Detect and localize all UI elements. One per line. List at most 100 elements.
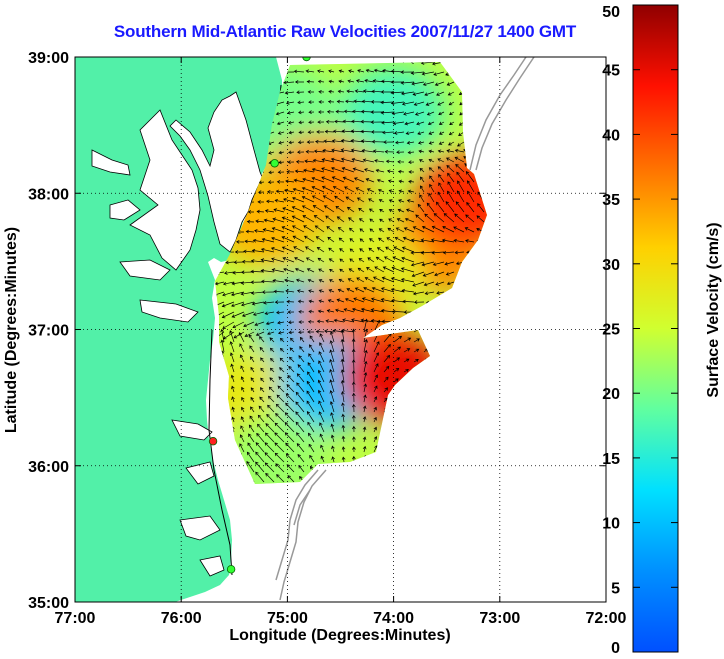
velocity-vector bbox=[363, 383, 368, 393]
velocity-vector bbox=[476, 215, 485, 223]
bathymetry-contours bbox=[275, 57, 535, 601]
velocity-vector bbox=[338, 278, 345, 283]
velocity-vector bbox=[250, 366, 255, 373]
velocity-vector bbox=[438, 121, 445, 125]
velocity-vector bbox=[311, 167, 325, 173]
velocity-vector bbox=[327, 299, 335, 303]
velocity-vector bbox=[365, 178, 375, 183]
velocity-vector bbox=[288, 330, 295, 335]
velocity-vector bbox=[351, 370, 356, 383]
velocity-vector bbox=[401, 256, 415, 263]
velocity-vector bbox=[265, 423, 275, 433]
velocity-vector bbox=[331, 166, 345, 173]
velocity-vector bbox=[387, 179, 395, 183]
velocity-vector bbox=[366, 188, 375, 193]
velocity-vector bbox=[353, 99, 365, 104]
velocity-vector bbox=[317, 79, 325, 84]
velocity-vector bbox=[232, 321, 245, 329]
velocity-vector bbox=[410, 71, 425, 75]
velocity-vector bbox=[330, 434, 335, 443]
velocity-vector bbox=[345, 196, 355, 203]
velocity-vector bbox=[318, 289, 325, 293]
velocity-vector bbox=[328, 69, 335, 74]
velocity-vector bbox=[261, 237, 275, 243]
velocity-vector bbox=[221, 311, 235, 319]
velocity-vector bbox=[277, 330, 285, 335]
velocity-vector bbox=[397, 159, 405, 164]
velocity-vector bbox=[239, 443, 245, 453]
velocity-vector bbox=[297, 100, 305, 105]
velocity-vector bbox=[354, 287, 365, 293]
velocity-vector bbox=[319, 333, 325, 343]
velocity-vector bbox=[403, 111, 415, 116]
velocity-vector bbox=[325, 119, 335, 124]
velocity-vector bbox=[288, 320, 295, 325]
velocity-vector bbox=[250, 406, 255, 413]
velocity-vector bbox=[246, 461, 255, 473]
velocity-vector bbox=[233, 260, 245, 265]
velocity-vector bbox=[243, 249, 255, 254]
velocity-vector bbox=[247, 442, 255, 453]
velocity-vector bbox=[383, 376, 389, 383]
velocity-vector bbox=[306, 400, 315, 413]
velocity-vector bbox=[317, 389, 325, 403]
colorbar-tick-label: 40 bbox=[602, 127, 620, 144]
velocity-vector bbox=[277, 131, 285, 135]
velocity-vector bbox=[373, 385, 378, 393]
velocity-vector bbox=[243, 321, 255, 328]
velocity-vector bbox=[264, 442, 275, 453]
velocity-vector bbox=[296, 432, 305, 443]
velocity-vector bbox=[353, 177, 365, 183]
velocity-vector bbox=[384, 256, 395, 263]
velocity-vector bbox=[274, 422, 285, 433]
velocity-vector bbox=[335, 206, 345, 213]
velocity-vector bbox=[325, 215, 335, 223]
x-tick-label: 74:00 bbox=[373, 610, 414, 627]
velocity-vector bbox=[373, 363, 379, 373]
velocity-vector bbox=[340, 391, 345, 403]
velocity-vector bbox=[363, 394, 367, 403]
velocity-vector bbox=[411, 81, 425, 86]
velocity-vector bbox=[438, 182, 445, 193]
velocity-vector bbox=[351, 415, 356, 423]
velocity-vector bbox=[295, 278, 305, 283]
velocity-vector bbox=[287, 375, 295, 383]
velocity-vector bbox=[423, 281, 435, 287]
velocity-vector bbox=[411, 271, 425, 278]
velocity-vector bbox=[437, 149, 445, 154]
velocity-vector bbox=[318, 360, 325, 373]
velocity-vector bbox=[373, 436, 378, 443]
velocity-vector bbox=[259, 387, 265, 393]
velocity-vector bbox=[289, 347, 295, 353]
velocity-vector bbox=[303, 225, 315, 233]
velocity-vector bbox=[401, 288, 415, 293]
velocity-vector bbox=[329, 401, 335, 413]
velocity-vector bbox=[264, 462, 275, 473]
velocity-vector bbox=[397, 208, 405, 213]
velocity-vector bbox=[272, 278, 285, 283]
velocity-vector bbox=[477, 203, 485, 213]
velocity-vector bbox=[369, 228, 375, 233]
velocity-vector bbox=[294, 257, 305, 263]
velocity-vector bbox=[318, 279, 325, 283]
velocity-vector bbox=[298, 464, 305, 473]
velocity-vector bbox=[270, 247, 285, 253]
velocity-vector bbox=[359, 238, 365, 243]
velocity-vector bbox=[271, 268, 285, 273]
velocity-vector bbox=[236, 240, 245, 244]
velocity-vector bbox=[370, 120, 385, 125]
velocity-vector bbox=[449, 121, 455, 125]
velocity-vector bbox=[290, 337, 295, 343]
velocity-vector bbox=[274, 198, 285, 203]
velocity-vector bbox=[362, 436, 367, 443]
velocity-vector bbox=[417, 141, 425, 145]
velocity-vector bbox=[248, 433, 255, 443]
velocity-vector bbox=[412, 291, 425, 296]
velocity-vector bbox=[388, 209, 395, 213]
velocity-vector bbox=[340, 338, 345, 353]
colorbar-tick-label: 50 bbox=[602, 4, 620, 21]
velocity-vector bbox=[329, 379, 335, 393]
velocity-vector bbox=[306, 268, 315, 273]
velocity-vector bbox=[362, 416, 367, 423]
velocity-vector bbox=[317, 379, 325, 393]
